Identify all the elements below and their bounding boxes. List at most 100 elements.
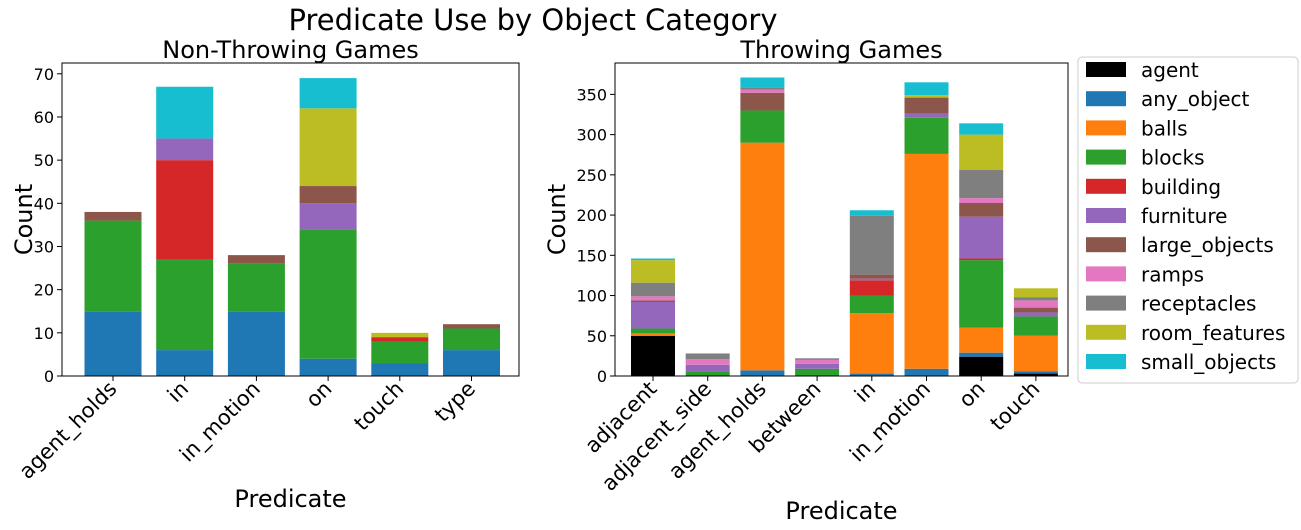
x-tick-label-touch: touch [986,377,1045,436]
bar-segment-agent-holds-blocks [84,220,142,312]
x-axis-label-throwing: Predicate [785,497,897,525]
y-tick-label: 40 [34,194,54,213]
legend-swatch-large-objects [1086,237,1126,253]
bar-segment-on-any-object [299,358,357,376]
bar-segment-in-furniture [849,278,894,281]
bar-segment-in-balls [849,313,894,374]
bar-segment-type-large-objects [443,324,500,329]
bar-segment-in-any-object [156,350,214,376]
bar-segment-on-building [959,258,1004,261]
bar-segment-in-motion-balls [904,153,949,369]
legend-swatch-building [1086,178,1126,194]
bar-segment-adjacent-side-furniture [685,364,730,372]
bar-segment-adjacent-ramps [631,296,675,301]
y-ticks-non-throwing: 0 10 20 30 40 50 60 70 [34,65,62,386]
bar-segment-touch-any-object [371,363,429,376]
bar-segment-adjacent-blocks [631,328,675,334]
bar-segment-adjacent-large-objects [631,300,675,302]
bar-segment-adjacent-balls [631,333,675,336]
bar-segment-touch-large-objects [1013,307,1058,313]
bars-non-throwing [84,78,500,376]
bar-segment-on-blocks [299,229,357,359]
legend-swatch-balls [1086,120,1126,136]
y-tick-label: 30 [34,237,54,256]
bar-segment-on-receptacles [959,170,1004,199]
bar-segment-in-building [849,280,894,296]
bar-segment-in-motion-small-objects [904,82,949,96]
bar-segment-in-motion-furniture [904,113,949,118]
bar-segment-touch-receptacles [1013,297,1058,301]
bar-segment-in-motion-any-object [904,368,949,376]
bar-segment-agent-holds-ramps [740,89,785,93]
legend-swatch-room-features [1086,324,1126,340]
bar-segment-touch-agent [1013,373,1058,376]
y-tick-label: 50 [587,327,607,346]
bar-segment-adjacent-side-blocks [685,371,730,376]
y-tick-label: 60 [34,108,54,127]
y-tick-label: 10 [34,324,54,343]
legend-label-agent: agent [1141,58,1199,82]
legend-label-room-features: room_features [1141,321,1285,345]
bar-segment-between-ramps [795,359,840,364]
bar-segment-agent-holds-any-object [84,311,142,376]
bar-segment-on-blocks [959,260,1004,328]
x-tick-label-agent-holds: agent_holds [14,377,122,485]
legend-label-receptacles: receptacles [1141,292,1256,316]
bar-segment-touch-ramps [1013,300,1058,308]
legend-swatch-ramps [1086,266,1126,282]
y-tick-label: 150 [576,246,607,265]
bar-segment-agent-holds-large-objects [84,211,142,221]
legend-swatch-furniture [1086,208,1126,223]
bar-segment-agent-holds-receptacles [740,87,785,90]
bar-segment-in-furniture [156,138,214,161]
bar-segment-in-receptacles [849,215,894,275]
bar-segment-in-motion-room-features [904,95,949,98]
plot-frame-non-throwing [61,62,520,377]
bar-segment-touch-blocks [371,341,429,364]
bar-segment-adjacent-side-receptacles [685,353,730,360]
bar-segment-on-balls [959,327,1004,353]
bar-segment-touch-blocks [1013,316,1058,336]
bar-segment-agent-holds-small-objects [740,77,785,88]
x-tick-label-on: on [954,377,989,412]
plot-frame-throwing [614,62,1069,377]
bar-segment-in-building [156,160,214,260]
bar-segment-in-motion-large-objects [227,255,285,264]
bar-segment-agent-holds-any-object [740,370,785,376]
y-axis-label-throwing: Count [543,184,571,255]
chart-title-throwing: Throwing Games [739,36,942,64]
chart-non-throwing: Non-Throwing Games Predicate Count 0 10 20… [10,36,520,513]
bar-segment-on-furniture [959,216,1004,259]
bar-segment-touch-furniture [1013,312,1058,317]
bar-segment-adjacent-agent [631,335,675,376]
legend-label-balls: balls [1141,116,1187,140]
bar-segment-on-furniture [299,203,357,230]
bar-segment-on-large-objects [959,203,1004,217]
bar-segment-touch-building [371,337,429,342]
bar-segment-in-small-objects [849,210,894,216]
bar-segment-between-blocks [795,368,840,376]
legend-swatch-receptacles [1086,295,1126,311]
legend-swatch-blocks [1086,149,1126,165]
y-tick-label: 0 [597,367,607,386]
y-axis-label-non-throwing: Count [10,184,38,255]
legend-frame [1077,56,1299,384]
bar-segment-in-motion-blocks [227,263,285,312]
bar-segment-on-small-objects [299,78,357,109]
legend-label-furniture: furniture [1141,204,1227,228]
legend-label-ramps: ramps [1141,262,1204,286]
bar-segment-adjacent-furniture [631,301,675,329]
bar-segment-adjacent-side-ramps [685,359,730,365]
bar-segment-in-motion-any-object [227,311,285,376]
bar-segment-between-receptacles [795,358,840,360]
bar-segment-on-large-objects [299,186,357,204]
x-tick-label-in: in [850,377,881,408]
bar-segment-type-blocks [443,328,500,351]
y-tick-label: 350 [576,85,607,104]
bar-segment-in-blocks [849,295,894,314]
x-tick-label-touch: touch [349,377,408,436]
figure-suptitle: Predicate Use by Object Category [288,3,777,37]
